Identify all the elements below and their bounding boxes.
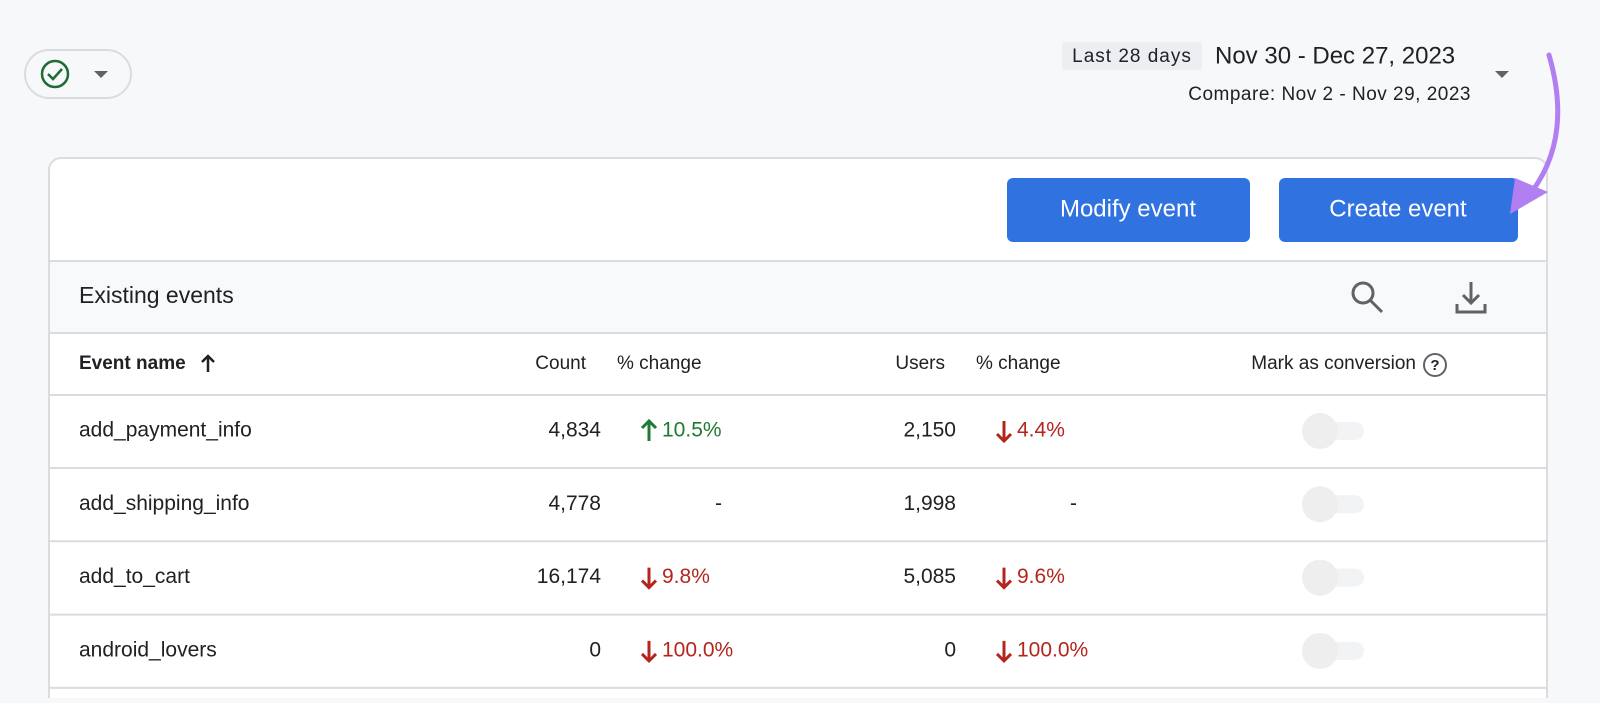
percent-change: 9.6%	[1017, 565, 1065, 588]
column-header[interactable]: % change	[976, 353, 1061, 374]
trend-arrow	[995, 640, 1013, 664]
date-caret[interactable]	[1495, 71, 1509, 78]
conversion-toggle-knob[interactable]	[1302, 486, 1338, 523]
modify-button[interactable]	[1007, 178, 1250, 242]
check-mark	[47, 68, 63, 81]
event-count: 4,834	[548, 419, 601, 442]
modify-button-label[interactable]: Modify event	[1060, 195, 1196, 222]
event-count: 4,778	[548, 492, 601, 515]
column-header[interactable]: % change	[617, 353, 702, 374]
compare-range: Compare: Nov 2 - Nov 29, 2023	[1188, 84, 1471, 105]
percent-change: 100.0%	[1017, 638, 1088, 661]
trend-arrow	[640, 567, 658, 590]
create-button[interactable]	[1279, 178, 1518, 242]
column-header[interactable]: Count	[535, 353, 586, 374]
user-count: 2,150	[903, 419, 956, 442]
column-header[interactable]: Users	[895, 353, 945, 374]
column-header[interactable]: Event name	[79, 353, 186, 374]
column-header: Mark as conversion	[1251, 353, 1416, 374]
help-icon-mark: ?	[1430, 357, 1439, 374]
create-button-label[interactable]: Create event	[1329, 195, 1467, 222]
event-count: 16,174	[537, 565, 602, 588]
percent-change: 4.4%	[1017, 419, 1065, 442]
pointer-arrow	[1522, 52, 1561, 203]
percent-change: 100.0%	[662, 638, 733, 661]
help-icon[interactable]	[1423, 353, 1447, 377]
conversion-toggle-knob[interactable]	[1302, 559, 1338, 596]
conversion-toggle-knob[interactable]	[1302, 632, 1338, 669]
pointer-arrow-head	[1510, 178, 1548, 214]
trend-arrow	[640, 640, 658, 664]
check-icon	[40, 59, 70, 89]
trend-arrow	[995, 567, 1013, 590]
event-name: add_payment_info	[79, 419, 252, 442]
sort-arrow	[201, 354, 215, 372]
date-label-chip	[1062, 42, 1202, 70]
table-title: Existing events	[79, 282, 234, 308]
event-count: 0	[589, 638, 601, 661]
percent-change: -	[1070, 492, 1077, 515]
events-table: Event name Count % change Users % change Mark…	[50, 353, 1546, 689]
trend-arrow	[640, 418, 658, 441]
user-count: 1,998	[903, 492, 956, 515]
download-icon[interactable]	[1455, 282, 1487, 314]
user-count: 0	[944, 638, 956, 661]
event-name: add_shipping_info	[79, 492, 249, 515]
percent-change: 10.5%	[662, 419, 722, 442]
date-range[interactable]: Nov 30 - Dec 27, 2023	[1215, 42, 1455, 69]
conversion-toggle-knob[interactable]	[1302, 413, 1338, 449]
percent-change: -	[715, 492, 722, 515]
percent-change: 9.8%	[662, 565, 710, 588]
user-count: 5,085	[903, 565, 956, 588]
trend-arrow	[995, 421, 1013, 444]
dropdown-caret	[94, 71, 108, 78]
search-icon[interactable]	[1351, 281, 1384, 314]
event-name: android_lovers	[79, 638, 217, 661]
event-name: add_to_cart	[79, 565, 190, 588]
table-toolbar	[50, 261, 1546, 333]
date-label: Last 28 days	[1072, 46, 1192, 67]
